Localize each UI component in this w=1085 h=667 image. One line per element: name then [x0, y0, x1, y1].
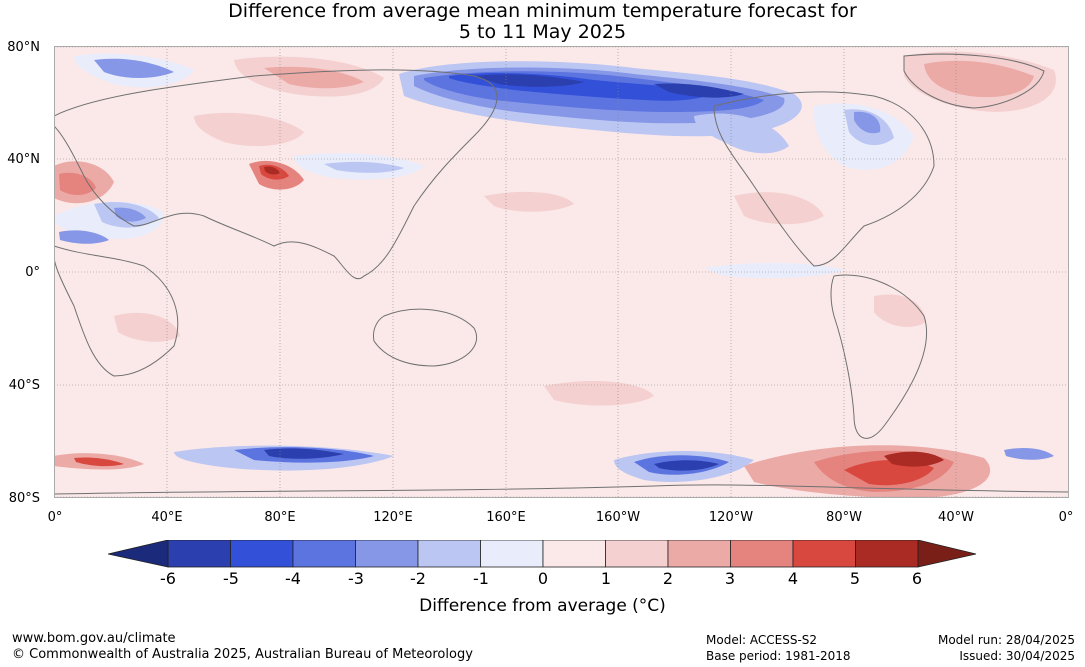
colorbar-tick: 0 [537, 569, 549, 588]
colorbar-segment [792, 540, 856, 568]
colorbar-segment [480, 540, 544, 568]
colorbar-tick: -3 [348, 569, 364, 588]
lon-label-0-right: 0° [1058, 510, 1074, 525]
colorbar-segment [230, 540, 294, 568]
lat-label-80s: 80°S [8, 491, 40, 506]
colorbar-segment [855, 540, 919, 568]
lat-label-0: 0° [25, 265, 40, 280]
lon-label-80e: 80°E [264, 510, 296, 525]
lon-label-160e: 160°E [486, 510, 526, 525]
colorbar-segment [355, 540, 419, 568]
colorbar-segment [667, 540, 731, 568]
colorbar-segments [167, 540, 919, 568]
lon-label-160w: 160°W [595, 510, 641, 525]
colorbar-tick: 2 [662, 569, 674, 588]
anomaly-map [54, 46, 1069, 498]
anomaly-patches [54, 51, 1056, 498]
lon-label-120e: 120°E [373, 510, 413, 525]
copyright-text: © Commonwealth of Australia 2025, Austra… [12, 647, 473, 662]
base-period-text: Base period: 1981-2018 [706, 649, 851, 663]
colorbar-segment [542, 540, 606, 568]
colorbar-low-extend [108, 540, 169, 568]
issued-text: Issued: 30/04/2025 [959, 649, 1075, 663]
colorbar-tick: -1 [473, 569, 489, 588]
model-text: Model: ACCESS-S2 [706, 633, 818, 647]
colorbar-segment [167, 540, 231, 568]
lat-label-40n: 40°N [7, 152, 40, 167]
colorbar-segment [292, 540, 356, 568]
colorbar-segment [605, 540, 669, 568]
colorbar-tick: 5 [849, 569, 861, 588]
colorbar-segment [730, 540, 794, 568]
colorbar-tick: 4 [787, 569, 799, 588]
colorbar-tick: 3 [724, 569, 736, 588]
map-title-line2: 5 to 11 May 2025 [458, 21, 627, 43]
colorbar-tick: -6 [160, 569, 176, 588]
colorbar-tick: -4 [285, 569, 301, 588]
map-title-line1: Difference from average mean minimum tem… [228, 0, 857, 22]
colorbar [108, 540, 977, 568]
lat-label-80n: 80°N [7, 40, 40, 55]
colorbar-tick: -2 [410, 569, 426, 588]
lon-label-0-left: 0° [47, 510, 63, 525]
lon-label-80w: 80°W [826, 510, 862, 525]
lon-label-40e: 40°E [151, 510, 183, 525]
colorbar-segment [417, 540, 481, 568]
colorbar-high-extend [917, 540, 977, 568]
lat-label-40s: 40°S [8, 378, 40, 393]
coastlines [54, 53, 1069, 495]
colorbar-tick: 1 [600, 569, 612, 588]
model-run-text: Model run: 28/04/2025 [937, 633, 1075, 647]
colorbar-tick: -5 [223, 569, 239, 588]
website-link[interactable]: www.bom.gov.au/climate [12, 631, 176, 646]
lon-label-120w: 120°W [708, 510, 754, 525]
lon-label-40w: 40°W [938, 510, 974, 525]
colorbar-label: Difference from average (°C) [419, 596, 666, 616]
colorbar-tick: 6 [911, 569, 923, 588]
